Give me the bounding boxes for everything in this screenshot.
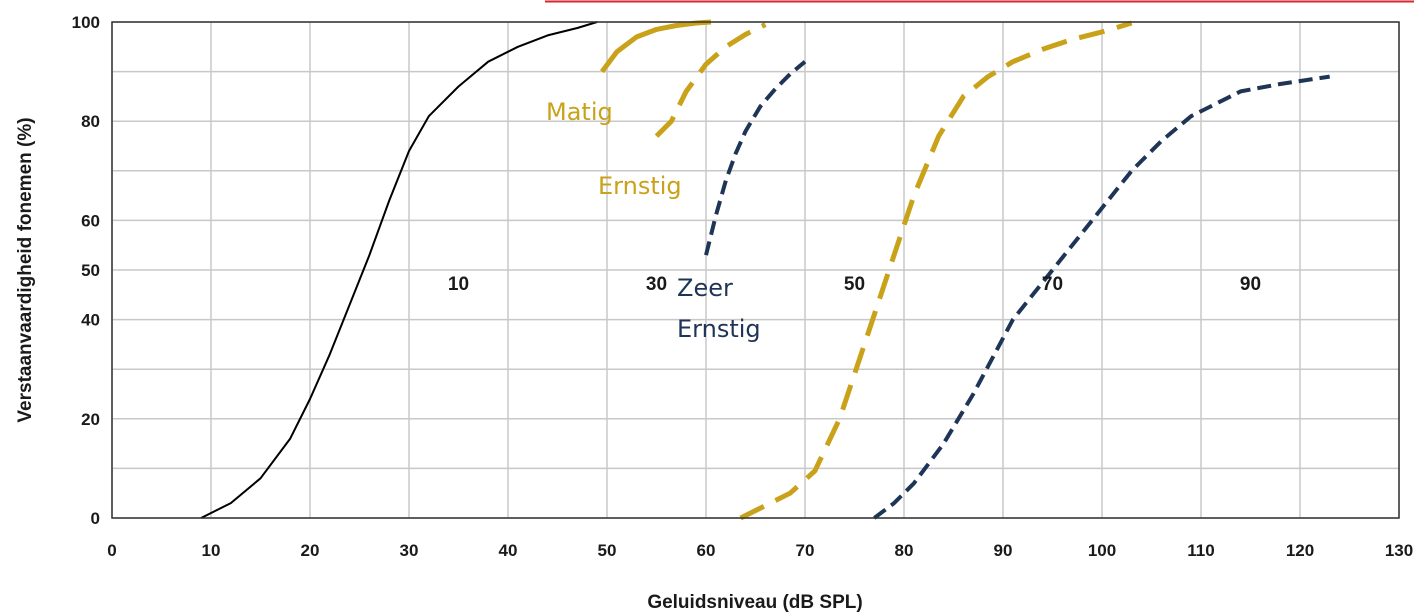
y-tick-label: 20 (81, 410, 100, 429)
region-label: 90 (1240, 274, 1261, 295)
x-axis-label: Geluidsniveau (dB SPL) (647, 592, 862, 613)
series-line-5 (739, 20, 1133, 521)
x-tick-label: 10 (202, 541, 221, 560)
series-line-2 (600, 19, 712, 74)
x-tick-label: 30 (400, 541, 419, 560)
y-tick-label: 0 (91, 509, 100, 528)
series-line-6 (873, 74, 1330, 520)
x-tick-label: 60 (697, 541, 716, 560)
x-tick-label: 80 (895, 541, 914, 560)
x-tick-label: 20 (301, 541, 320, 560)
region-labels: 10 30 50 70 90 (448, 274, 1261, 295)
series-line-4 (704, 60, 807, 256)
x-tick-label: 100 (1088, 541, 1116, 560)
y-tick-label: 60 (81, 211, 100, 230)
y-tick-labels: 0 20 40 50 60 80 100 (72, 13, 100, 528)
series-label-zeer-ernstig-line2: Ernstig (677, 315, 761, 343)
y-tick-label: 80 (81, 112, 100, 131)
series-line-1 (200, 21, 598, 519)
y-tick-label: 50 (81, 261, 100, 280)
region-label: 70 (1042, 274, 1063, 295)
x-tick-label: 70 (796, 541, 815, 560)
series-label-matig: Matig (546, 98, 613, 126)
x-tick-label: 0 (107, 541, 116, 560)
x-tick-label: 40 (499, 541, 518, 560)
x-tick-labels: 0 10 20 30 40 50 60 70 80 90 100 110 120 130 (107, 541, 1413, 560)
y-tick-label: 40 (81, 311, 100, 330)
region-label: 10 (448, 274, 469, 295)
series-label-zeer-ernstig-line1: Zeer (677, 274, 733, 302)
x-tick-label: 110 (1187, 541, 1214, 560)
y-tick-label: 100 (72, 13, 100, 32)
y-axis-label: Verstaanvaardigheid fonemen (%) (15, 117, 36, 422)
series-group (200, 19, 1330, 521)
x-tick-label: 90 (994, 541, 1013, 560)
series-line-3 (654, 22, 767, 138)
series-label-ernstig: Ernstig (598, 172, 682, 200)
region-label: 30 (646, 274, 667, 295)
x-tick-label: 130 (1385, 541, 1413, 560)
plot-frame (111, 21, 1400, 519)
x-tick-label: 50 (598, 541, 617, 560)
x-tick-label: 120 (1286, 541, 1314, 560)
region-label: 50 (844, 274, 865, 295)
